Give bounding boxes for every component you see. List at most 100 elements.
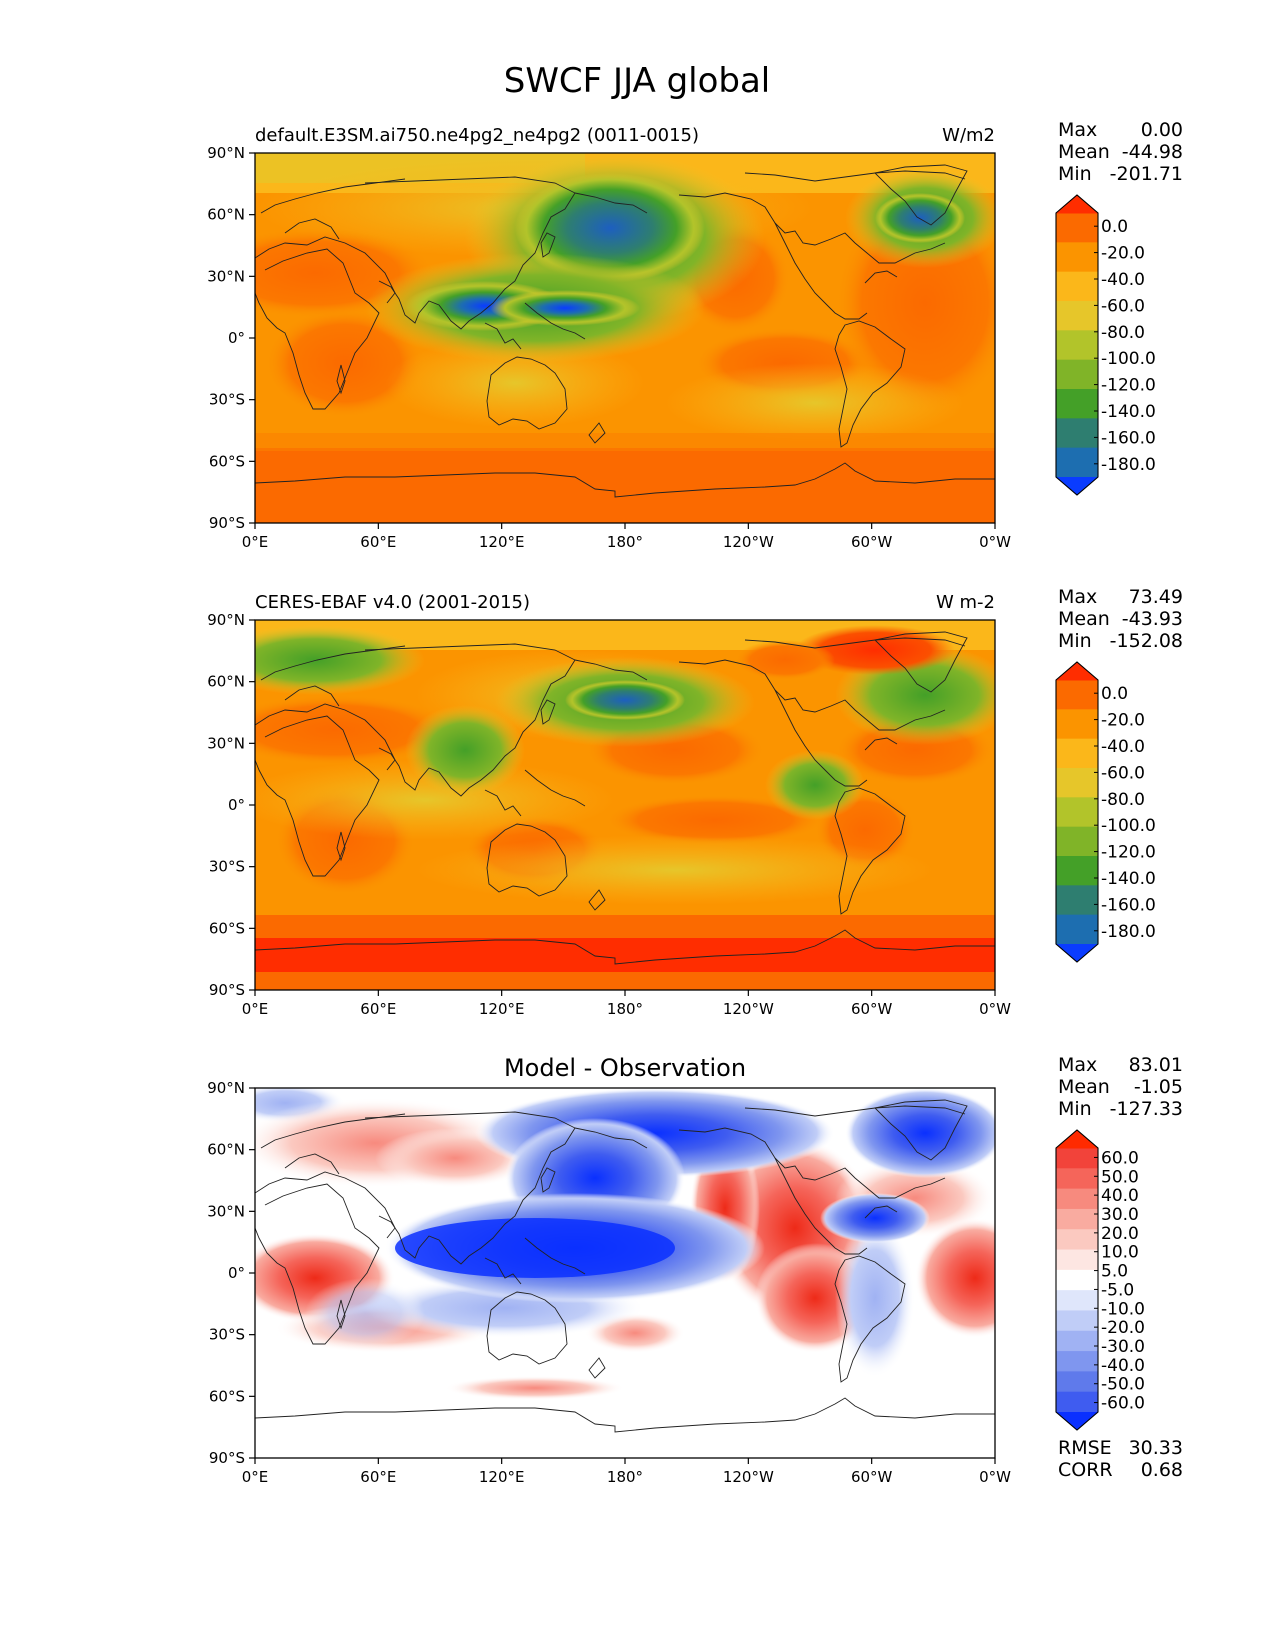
x-tick-label: 180° <box>607 1000 643 1018</box>
colorbar-tick-label: -180.0 <box>1101 455 1156 475</box>
stat-value: -201.71 <box>1110 163 1183 185</box>
panel-diff-axes: 0°E 60°E 120°E 180° 120°W 60°W 0°W 90°N 60°N 30°N… <box>207 1079 1011 1486</box>
colorbar-segment <box>1056 447 1098 478</box>
x-tick-label: 0°W <box>979 533 1011 551</box>
y-tick-label: 30°N <box>207 734 245 752</box>
stat-value: -127.33 <box>1110 1098 1183 1120</box>
colorbar-segment <box>1056 856 1098 886</box>
y-tick-label: 90°S <box>209 1449 245 1467</box>
y-tick-label: 30°N <box>207 1202 245 1220</box>
x-tick-label: 0°W <box>979 1000 1011 1018</box>
colorbar-outline <box>1055 1129 1099 1431</box>
x-tick-label: 0°E <box>242 1468 269 1486</box>
colorbar-segment <box>1056 1269 1098 1291</box>
x-tick-label: 60°W <box>851 1000 893 1018</box>
colorbar-tick-label: 20.0 <box>1101 1224 1139 1244</box>
colorbar-outline <box>1055 194 1099 496</box>
colorbar-tick-label: -160.0 <box>1101 895 1156 915</box>
error-stat-value: 30.33 <box>1129 1437 1183 1459</box>
y-tick-label: 90°N <box>207 611 245 629</box>
colorbar-segment <box>1056 389 1098 419</box>
stat-label: Mean <box>1058 141 1110 163</box>
figure-title: SWCF JJA global <box>504 61 771 101</box>
colorbar-diff: 60.050.040.030.020.010.05.0-5.0-10.0-20.… <box>1055 1129 1145 1431</box>
stat-value: -43.93 <box>1122 608 1183 630</box>
colorbar-tick-label: -30.0 <box>1101 1337 1145 1357</box>
x-tick-label: 120°W <box>723 533 774 551</box>
colorbar-tick-label: -40.0 <box>1101 737 1145 757</box>
colorbar-segment <box>1056 1208 1098 1230</box>
stat-label: Min <box>1058 630 1092 652</box>
y-tick-label: 60°S <box>209 452 245 470</box>
x-tick-label: 60°W <box>851 533 893 551</box>
x-tick-label: 120°E <box>479 1468 525 1486</box>
colorbar-segment <box>1056 768 1098 798</box>
colorbar-segment <box>1056 680 1098 710</box>
colorbar-tick-label: -60.0 <box>1101 1394 1145 1414</box>
x-tick-label: 180° <box>607 1468 643 1486</box>
panel-diff-title: Model - Observation <box>504 1054 746 1082</box>
colorbar-segment <box>1056 885 1098 916</box>
x-tick-label: 120°W <box>723 1000 774 1018</box>
colorbar-extend-max <box>1056 1130 1098 1148</box>
colorbar-segment <box>1056 1229 1098 1251</box>
panel-obs: CERES-EBAF v4.0 (2001-2015) W m-2 <box>207 592 1011 1018</box>
colorbar-extend-max <box>1056 195 1098 213</box>
colorbar-tick-label: -180.0 <box>1101 922 1156 942</box>
stats-diff: Max 83.01 Mean -1.05 Min -127.33 <box>1058 1054 1183 1120</box>
colorbar-outline <box>1055 661 1099 963</box>
colorbar-segment <box>1056 1290 1098 1311</box>
x-tick-label: 60°E <box>360 533 396 551</box>
stats-model: Max 0.00 Mean -44.98 Min -201.71 <box>1058 119 1183 185</box>
colorbar-segment <box>1056 1249 1098 1271</box>
y-tick-label: 30°S <box>209 1326 245 1344</box>
colorbar-segment <box>1056 213 1098 243</box>
colorbar-tick-label: -80.0 <box>1101 323 1145 343</box>
error-stats-diff: RMSE 30.33 CORR 0.68 <box>1058 1437 1183 1481</box>
colorbar-model: 0.0 -20.0 -40.0 -60.0 -80.0 -100.0 -120.0 -140.… <box>1055 194 1156 496</box>
colorbar-tick-label: 50.0 <box>1101 1167 1139 1187</box>
colorbar-segment <box>1056 1351 1098 1372</box>
stat-label: Mean <box>1058 608 1110 630</box>
stat-value: 0.00 <box>1141 119 1183 141</box>
colorbar-tick-label: 60.0 <box>1101 1148 1139 1168</box>
colorbar-segment <box>1056 1371 1098 1393</box>
stat-value: -1.05 <box>1134 1076 1183 1098</box>
colorbar-tick-label: -5.0 <box>1101 1280 1134 1300</box>
colorbar-tick-label: -140.0 <box>1101 869 1156 889</box>
stat-label: Mean <box>1058 1076 1110 1098</box>
colorbar-tick-label: -50.0 <box>1101 1375 1145 1395</box>
x-tick-label: 120°W <box>723 1468 774 1486</box>
colorbar-tick-label: -60.0 <box>1101 296 1145 316</box>
colorbar-tick-label: -120.0 <box>1101 843 1156 863</box>
colorbar-segment <box>1056 797 1098 828</box>
colorbar-tick-label: -20.0 <box>1101 711 1145 731</box>
colorbar-tick-label: -100.0 <box>1101 816 1156 836</box>
y-tick-label: 90°N <box>207 1079 245 1097</box>
panel-model-units: W/m2 <box>942 125 995 146</box>
x-tick-label: 180° <box>607 533 643 551</box>
y-tick-label: 30°N <box>207 267 245 285</box>
colorbar-extend-max <box>1056 662 1098 680</box>
colorbar-extend-min <box>1056 477 1098 495</box>
panel-diff-field <box>255 1088 995 1458</box>
colorbar-segment <box>1056 1330 1098 1352</box>
y-tick-label: 60°N <box>207 1141 245 1159</box>
x-tick-label: 120°E <box>479 533 525 551</box>
stat-value: -44.98 <box>1122 141 1183 163</box>
colorbar-segment <box>1056 1188 1098 1210</box>
colorbar-segment <box>1056 1391 1098 1413</box>
y-tick-label: 60°S <box>209 919 245 937</box>
panel-model-title: default.E3SM.ai750.ne4pg2_ne4pg2 (0011-0… <box>255 125 699 146</box>
y-tick-label: 30°S <box>209 391 245 409</box>
x-tick-label: 60°E <box>360 1000 396 1018</box>
colorbar-segment <box>1056 1310 1098 1332</box>
stat-label: Max <box>1058 586 1097 608</box>
x-tick-label: 60°E <box>360 1468 396 1486</box>
colorbar-segment <box>1056 242 1098 273</box>
colorbar-tick-label: -120.0 <box>1101 376 1156 396</box>
colorbar-tick-label: -80.0 <box>1101 790 1145 810</box>
x-tick-label: 0°E <box>242 533 269 551</box>
colorbar-segment <box>1056 271 1098 302</box>
